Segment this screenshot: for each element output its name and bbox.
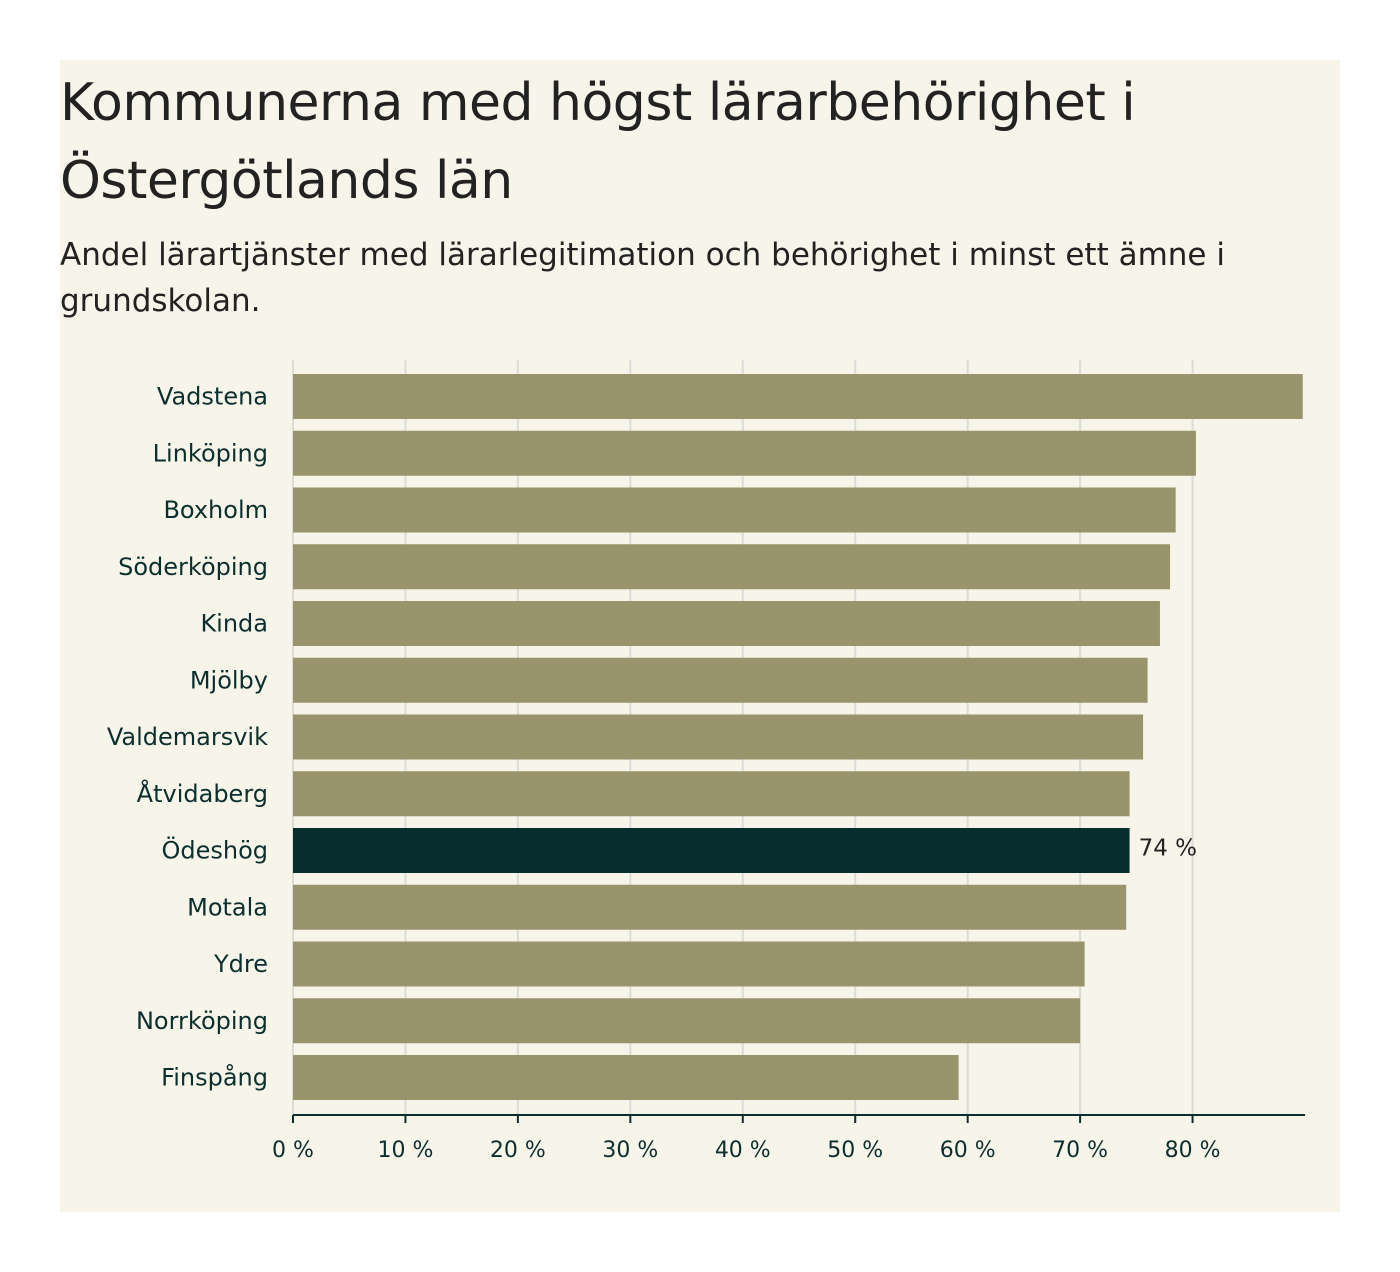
x-tick-label: 30 % bbox=[602, 1138, 658, 1163]
bar bbox=[293, 487, 1176, 533]
bar bbox=[293, 657, 1148, 703]
category-label: Mjölby bbox=[190, 666, 268, 694]
data-label: 74 % bbox=[1139, 836, 1197, 862]
category-label: Kinda bbox=[200, 610, 268, 638]
bar bbox=[293, 544, 1171, 590]
x-tick-label: 0 % bbox=[272, 1138, 314, 1163]
bar bbox=[293, 374, 1303, 419]
category-label: Vadstena bbox=[157, 383, 268, 411]
category-label: Norrköping bbox=[136, 1007, 268, 1035]
category-label: Söderköping bbox=[118, 553, 268, 581]
category-label: Finspång bbox=[161, 1063, 268, 1092]
category-label: Ydre bbox=[213, 950, 268, 978]
chart-subtitle: Andel lärartjänster med lärarlegitimatio… bbox=[60, 237, 1225, 319]
bar-chart: Vadstena Linköping Boxholm Söderköping Kinda… bbox=[107, 360, 1305, 1163]
x-tick-label: 60 % bbox=[940, 1138, 996, 1163]
x-tick-label: 10 % bbox=[377, 1138, 433, 1163]
category-label: Åtvidaberg bbox=[137, 779, 268, 808]
category-label: Ödeshög bbox=[161, 836, 268, 865]
bar bbox=[293, 714, 1144, 760]
x-tick-label: 40 % bbox=[715, 1138, 771, 1163]
x-tick-label: 70 % bbox=[1052, 1138, 1108, 1163]
bar bbox=[293, 771, 1130, 817]
category-label: Linköping bbox=[153, 439, 268, 467]
category-label: Valdemarsvik bbox=[107, 723, 268, 751]
bar bbox=[293, 941, 1085, 987]
x-axis: 0 % 10 % 20 % 30 % 40 % 50 % 60 % 70 % 80 % bbox=[272, 1114, 1305, 1163]
category-labels: Vadstena Linköping Boxholm Söderköping Kinda… bbox=[107, 383, 1197, 1092]
bar bbox=[293, 430, 1196, 476]
x-tick-label: 50 % bbox=[827, 1138, 883, 1163]
bars bbox=[293, 374, 1303, 1100]
bar-highlight bbox=[293, 828, 1130, 873]
category-label: Boxholm bbox=[163, 496, 268, 524]
bar bbox=[293, 1055, 959, 1100]
x-tick-label: 20 % bbox=[490, 1138, 546, 1163]
bar bbox=[293, 601, 1160, 646]
x-tick-label: 80 % bbox=[1165, 1138, 1221, 1163]
bar bbox=[293, 998, 1081, 1044]
category-label: Motala bbox=[187, 893, 268, 921]
chart-card: Kommunerna med högst lärarbehörighet i Ö… bbox=[60, 60, 1340, 1212]
chart-title: Kommunerna med högst lärarbehörighet i Ö… bbox=[60, 73, 1136, 211]
bar bbox=[293, 884, 1127, 930]
